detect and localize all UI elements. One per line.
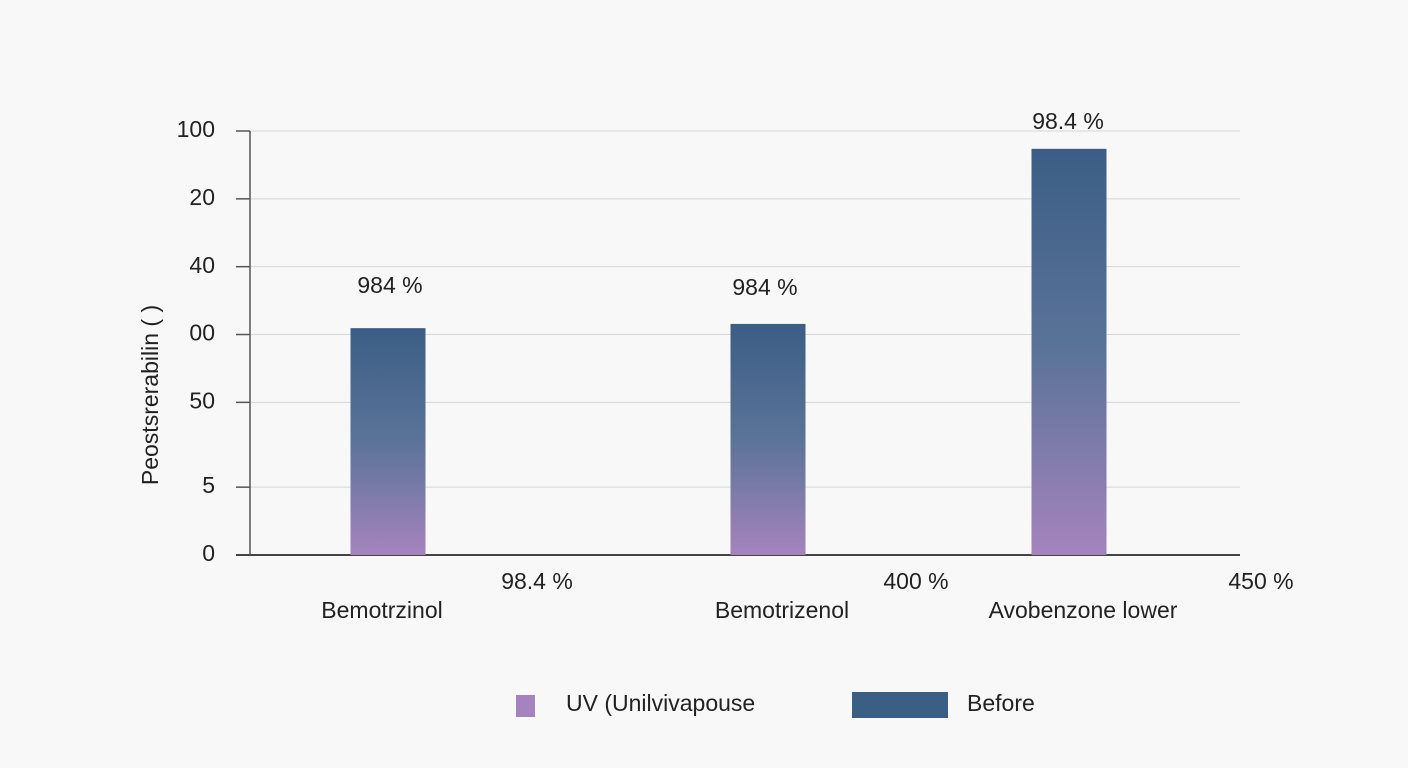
bar [1031,148,1107,556]
x-tick-label: Bemotrzinol [321,597,442,623]
annotation: 984 % [732,274,797,300]
bar [350,328,426,555]
y-tick-label: 20 [189,184,215,210]
annotation: 984 % [357,272,422,298]
x-tick-label: Bemotrizenol [715,597,849,623]
y-axis-label: Peostsrerabilin ( ) [137,305,163,485]
y-tick-label: 5 [202,472,215,498]
x-tick-label: Avobenzone lower [989,597,1178,623]
legend-swatch [516,695,535,717]
y-tick-label: 00 [189,320,215,346]
annotation: 400 % [883,568,948,594]
annotation: 450 % [1228,568,1293,594]
legend-label: Before [967,690,1035,716]
legend-swatch [852,692,948,718]
y-tick-label: 50 [189,387,215,413]
bar [730,323,806,555]
annotation: 98.4 % [501,568,573,594]
y-tick-label: 40 [189,252,215,278]
y-tick-label: 100 [177,116,215,142]
legend-label: UV (Unilvivapouse [566,690,755,716]
annotation: 98.4 % [1032,108,1104,134]
y-tick-label: 0 [202,540,215,566]
